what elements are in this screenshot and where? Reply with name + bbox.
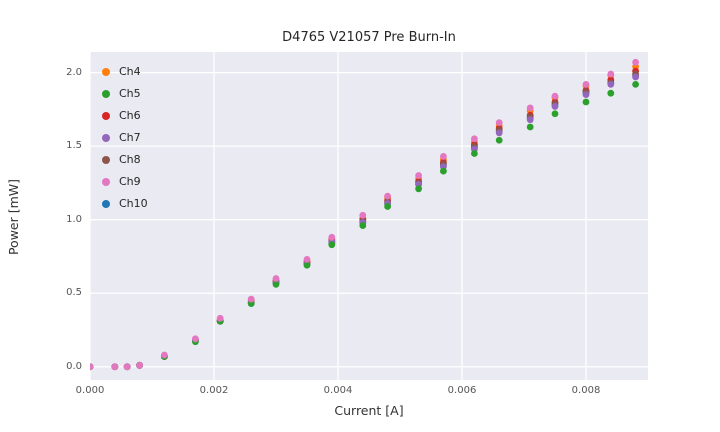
legend-marker-icon xyxy=(102,177,110,186)
legend-item-Ch7: Ch7 xyxy=(102,128,148,147)
data-point-Ch5 xyxy=(551,110,559,118)
legend-label: Ch8 xyxy=(119,153,141,166)
data-point-Ch5 xyxy=(526,123,534,131)
data-point-Ch9 xyxy=(384,192,391,200)
data-point-Ch9 xyxy=(607,70,615,78)
data-point-Ch9 xyxy=(136,361,143,369)
data-point-Ch9 xyxy=(495,119,503,127)
data-point-Ch9 xyxy=(272,275,280,282)
data-point-Ch5 xyxy=(582,98,590,106)
data-point-Ch5 xyxy=(607,89,615,97)
data-point-Ch9 xyxy=(551,92,559,100)
x-tick-label: 0.000 xyxy=(75,385,105,396)
data-point-Ch7 xyxy=(551,103,559,110)
data-point-Ch5 xyxy=(384,203,391,210)
legend-marker-icon xyxy=(102,155,110,164)
legend-item-Ch10: Ch10 xyxy=(102,194,148,213)
x-axis-label: Current [A] xyxy=(334,403,404,418)
data-point-Ch5 xyxy=(440,167,447,175)
legend-label: Ch6 xyxy=(119,109,141,122)
y-tick-label: 2.0 xyxy=(66,66,82,78)
data-point-Ch9 xyxy=(582,80,590,88)
scatter-plot-canvas xyxy=(90,52,648,380)
y-axis-label: Power [mW] xyxy=(6,178,21,256)
legend-item-Ch8: Ch8 xyxy=(102,150,148,169)
x-tick-label: 0.006 xyxy=(447,385,477,396)
legend-item-Ch5: Ch5 xyxy=(102,84,148,103)
data-point-Ch5 xyxy=(359,222,367,229)
data-point-Ch5 xyxy=(328,241,336,249)
x-tick-label: 0.004 xyxy=(323,385,353,396)
legend: Ch4 Ch5 Ch6 Ch7 Ch8 Ch9 Ch10 xyxy=(102,62,148,213)
data-point-Ch9 xyxy=(216,314,224,322)
legend-item-Ch9: Ch9 xyxy=(102,172,148,191)
legend-marker-icon xyxy=(102,133,110,142)
legend-marker-icon xyxy=(102,89,110,98)
data-point-Ch9 xyxy=(440,153,447,160)
y-tick-label: 0.5 xyxy=(66,287,82,299)
data-point-Ch5 xyxy=(471,150,478,157)
plot-area: Ch4 Ch5 Ch6 Ch7 Ch8 Ch9 Ch10 xyxy=(90,52,648,380)
legend-label: Ch7 xyxy=(119,131,141,144)
y-tick-label: 1.0 xyxy=(66,213,82,225)
data-point-Ch5 xyxy=(272,280,280,288)
data-point-Ch9 xyxy=(632,58,639,66)
legend-item-Ch4: Ch4 xyxy=(102,62,148,81)
legend-label: Ch9 xyxy=(119,175,141,188)
legend-label: Ch4 xyxy=(119,65,141,78)
data-point-Ch7 xyxy=(582,91,590,99)
data-point-Ch7 xyxy=(607,80,615,88)
legend-marker-icon xyxy=(102,199,110,208)
data-point-Ch5 xyxy=(495,136,503,144)
data-point-Ch9 xyxy=(303,255,311,263)
legend-label: Ch5 xyxy=(119,87,141,100)
data-point-Ch5 xyxy=(415,185,422,193)
x-tick-label: 0.002 xyxy=(199,385,229,396)
data-point-Ch9 xyxy=(526,104,534,112)
data-point-Ch9 xyxy=(161,351,168,359)
data-point-Ch9 xyxy=(111,363,119,371)
y-tick-label: 0.0 xyxy=(66,360,82,372)
data-point-Ch9 xyxy=(90,363,94,371)
chart-title: D4765 V21057 Pre Burn-In xyxy=(282,30,456,45)
data-point-Ch9 xyxy=(415,172,422,179)
data-point-Ch7 xyxy=(632,73,639,81)
data-point-Ch7 xyxy=(526,116,534,124)
x-tick-label: 0.008 xyxy=(571,385,601,396)
data-point-Ch9 xyxy=(247,295,255,303)
legend-marker-icon xyxy=(102,67,110,76)
data-point-Ch9 xyxy=(328,233,336,241)
data-point-Ch9 xyxy=(471,135,478,143)
data-point-Ch9 xyxy=(123,363,131,371)
data-point-Ch5 xyxy=(303,261,311,269)
data-point-Ch7 xyxy=(495,129,503,137)
data-point-Ch5 xyxy=(632,80,639,88)
legend-item-Ch6: Ch6 xyxy=(102,106,148,125)
data-point-Ch9 xyxy=(359,211,367,219)
y-tick-label: 1.5 xyxy=(66,140,82,152)
data-point-Ch9 xyxy=(192,335,199,343)
legend-label: Ch10 xyxy=(119,197,148,210)
legend-marker-icon xyxy=(102,111,110,120)
